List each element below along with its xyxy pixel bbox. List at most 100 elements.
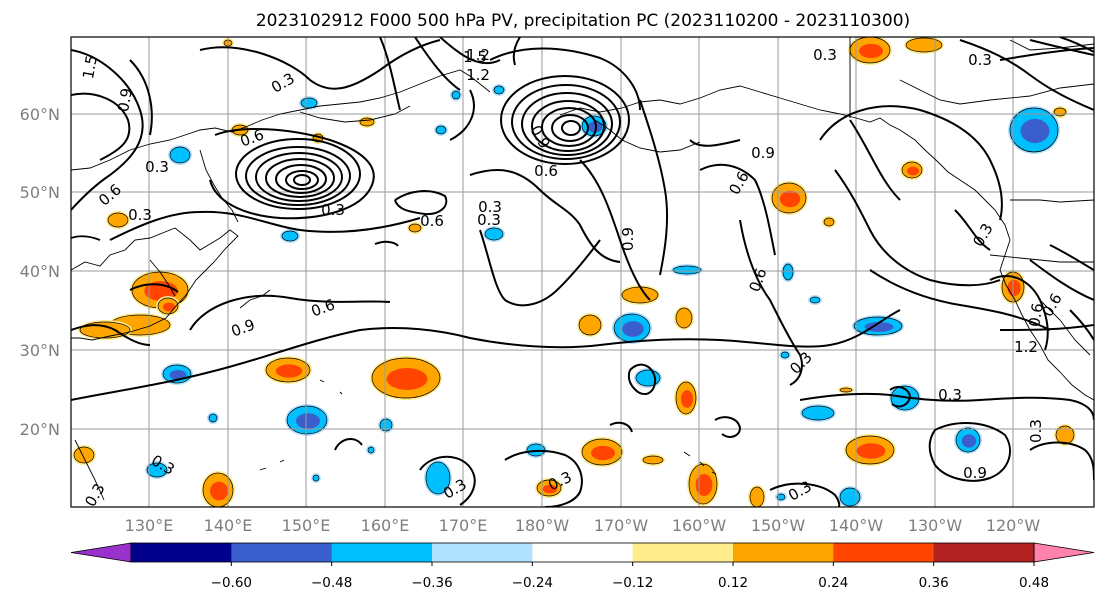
lon-label: 180°W	[515, 516, 570, 535]
figure-title: 2023102912 F000 500 hPa PV, precipitatio…	[256, 11, 910, 31]
longitude-labels: 130°E 140°E 150°E 160°E 170°E 180°W 170°W 160°W…	[125, 516, 1041, 535]
precip-negative-area	[424, 460, 452, 496]
colorbar-tick-label: 0.12	[718, 575, 748, 591]
precip-negative-area	[492, 84, 506, 96]
precip-positive-area	[370, 356, 442, 400]
colorbar-bin	[733, 543, 834, 562]
colorbar-bin	[131, 543, 232, 562]
colorbar-bin	[231, 543, 333, 562]
contour-label: 0.9	[114, 87, 136, 114]
colorbar-min-extend	[70, 542, 132, 563]
precip-negative-area	[285, 404, 329, 436]
contour-label: 1.5	[79, 54, 101, 81]
colorbar-bin	[933, 543, 1035, 562]
lon-label: 120°W	[986, 516, 1041, 535]
colorbar-tick-label: 0.48	[1019, 575, 1049, 591]
contour-label: 0.3	[128, 206, 152, 224]
precip-negative-area	[299, 96, 319, 110]
precipitation-shading	[72, 37, 1076, 507]
precip-negative-area	[207, 412, 219, 424]
colorbar-tick-label: −0.60	[211, 575, 252, 591]
lon-label: 160°W	[672, 516, 727, 535]
precip-negative-area	[781, 262, 795, 282]
precip-positive-area	[264, 356, 312, 384]
precip-negative-area	[808, 295, 822, 305]
precip-positive-area	[577, 313, 603, 337]
precip-positive-area	[900, 160, 924, 180]
colorbar-bin	[331, 543, 433, 562]
precip-negative-area	[800, 404, 836, 422]
precip-positive-area	[72, 445, 96, 465]
lon-label: 140°E	[204, 516, 253, 535]
precip-negative-area	[168, 145, 192, 165]
coastlines	[71, 37, 1094, 501]
lon-label: 140°W	[829, 516, 884, 535]
precip-negative-area	[634, 368, 662, 388]
contour-label: 0.9	[619, 227, 637, 251]
precip-negative-area	[483, 226, 505, 242]
precip-negative-area	[280, 229, 300, 243]
contour-label: 0.9	[751, 144, 775, 162]
colorbar-bin	[532, 543, 634, 562]
contour-label: 0.6	[534, 162, 558, 180]
colorbar-max-extend	[1033, 542, 1095, 563]
contour-label: 1.2	[466, 66, 490, 84]
contour-label: 0.3	[478, 198, 502, 216]
contour-label: 0.6	[420, 212, 444, 230]
lat-label: 40°N	[20, 262, 60, 281]
precip-negative-area	[378, 417, 394, 433]
precip-negative-area	[838, 486, 862, 507]
lon-label: 150°E	[282, 516, 331, 535]
precip-positive-area	[674, 306, 694, 330]
colorbar-tick-label: 0.36	[919, 575, 949, 591]
contour-label: 1.2	[466, 46, 490, 64]
lon-label: 150°W	[751, 516, 806, 535]
colorbar-bin	[432, 543, 533, 562]
lat-label: 20°N	[20, 420, 60, 439]
latitude-labels: 60°N 50°N 40°N 30°N 20°N	[20, 105, 60, 439]
colorbar-tick-label: −0.24	[512, 575, 553, 591]
colorbar-tick-label: 0.24	[818, 575, 848, 591]
lat-label: 50°N	[20, 183, 60, 202]
contour-label: 0.3	[321, 201, 345, 219]
precip-negative-area	[775, 492, 787, 502]
precip-negative-area	[954, 426, 982, 454]
precip-negative-area	[434, 124, 448, 136]
precip-negative-area	[779, 350, 791, 360]
contour-label: 0.3	[1027, 419, 1045, 443]
precip-positive-area	[904, 37, 944, 54]
precip-negative-area	[1008, 106, 1060, 154]
colorbar-tick-label: −0.12	[612, 575, 653, 591]
pv-contours	[71, 37, 1094, 507]
colorbar-bin	[833, 543, 935, 562]
lon-label: 130°E	[125, 516, 174, 535]
contour-label: 0.3	[477, 211, 501, 229]
contour-label: 1.2	[1014, 338, 1038, 356]
precip-positive-area	[748, 485, 766, 507]
precip-positive-area	[822, 216, 836, 228]
map-frame	[70, 36, 1095, 508]
precip-positive-area	[687, 462, 719, 506]
contour-label: 0.9	[963, 464, 987, 482]
precip-positive-area	[844, 434, 896, 466]
contour-label: 0.3	[813, 46, 837, 64]
contour-label: 0.6	[1025, 302, 1047, 329]
lon-label: 160°E	[361, 516, 410, 535]
contour-label: 0.3	[968, 51, 992, 69]
contour-label: 1.5	[463, 48, 487, 66]
lat-label: 30°N	[20, 341, 60, 360]
colorbar-tick-label: −0.48	[311, 575, 352, 591]
precip-positive-area	[358, 116, 376, 128]
colorbar-tick-label: −0.36	[411, 575, 452, 591]
precip-positive-area	[641, 454, 665, 466]
precip-positive-area	[848, 37, 892, 65]
contour-label: 0.3	[145, 158, 169, 176]
lon-label: 170°W	[594, 516, 649, 535]
precip-negative-area	[311, 473, 321, 483]
lon-label: 170°E	[439, 516, 488, 535]
colorbar-bin	[632, 543, 734, 562]
lon-label: 130°W	[908, 516, 963, 535]
precip-negative-area	[671, 264, 703, 276]
precip-negative-area	[612, 312, 652, 344]
precip-negative-area	[366, 445, 376, 455]
